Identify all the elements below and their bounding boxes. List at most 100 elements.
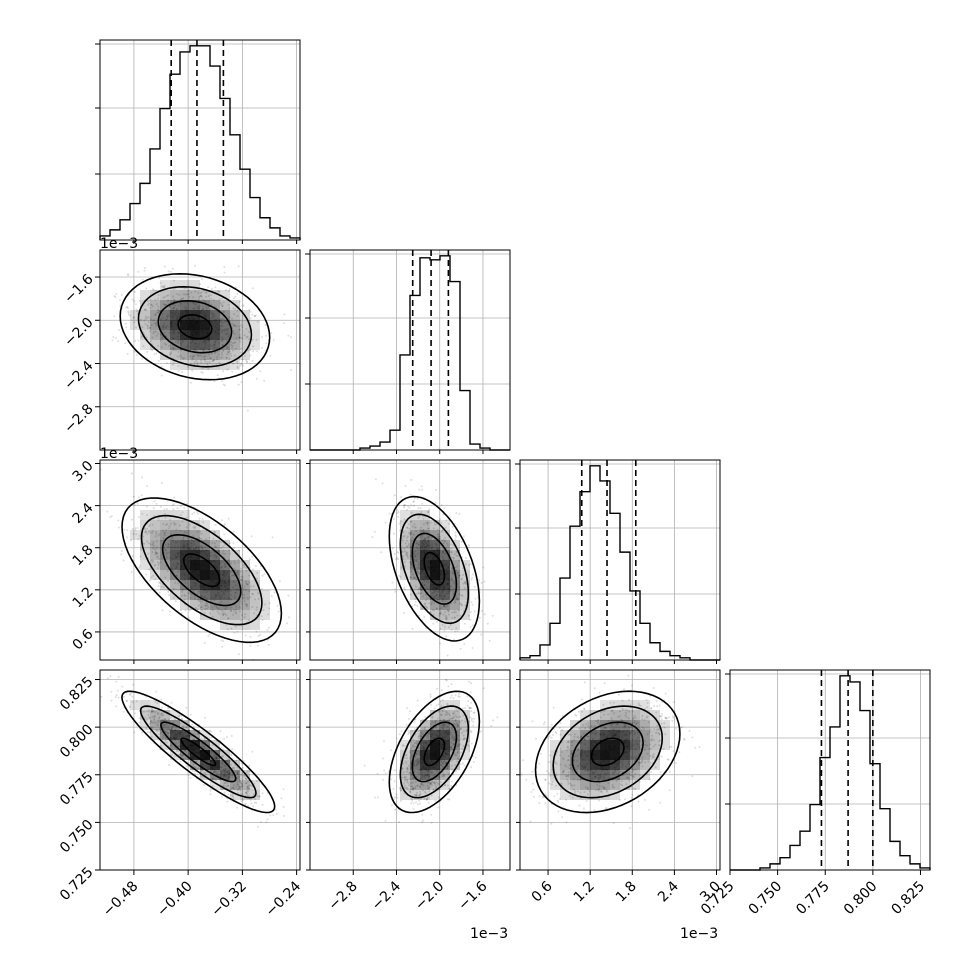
scatter-point xyxy=(218,602,221,605)
scatter-point xyxy=(269,354,272,357)
scatter-point xyxy=(473,585,476,588)
scatter-point xyxy=(412,501,415,504)
scatter-point xyxy=(156,556,159,559)
scatter-point xyxy=(440,504,443,507)
y-tick-label: −2.8 xyxy=(61,401,96,436)
scatter-point xyxy=(412,787,415,790)
scatter-point xyxy=(230,343,233,346)
scatter-point xyxy=(231,774,234,777)
scatter-point xyxy=(390,749,392,752)
scatter-point xyxy=(237,561,240,564)
scatter-point xyxy=(189,597,192,599)
scatter-point xyxy=(183,749,186,752)
scatter-point xyxy=(168,764,171,767)
scatter-point xyxy=(465,729,468,732)
density-cell xyxy=(420,740,430,750)
scatter-point xyxy=(120,293,123,296)
scatter-point xyxy=(478,616,481,619)
scatter-point xyxy=(194,290,196,293)
scatter-point xyxy=(436,599,439,602)
scatter-point xyxy=(195,360,198,362)
scatter-point xyxy=(223,737,225,740)
scatter-point xyxy=(403,756,406,759)
scatter-point xyxy=(156,311,158,314)
scatter-point xyxy=(144,528,146,531)
density-cell xyxy=(430,520,440,530)
scatter-point xyxy=(414,755,417,758)
scatter-point xyxy=(149,719,152,722)
scatter-point xyxy=(457,757,460,760)
scatter-point xyxy=(199,530,202,533)
scatter-point xyxy=(435,704,438,707)
scatter-point xyxy=(465,563,467,566)
scatter-point xyxy=(197,590,200,593)
scatter-point xyxy=(444,600,447,603)
scatter-point xyxy=(435,719,437,722)
scatter-point xyxy=(197,536,200,539)
scatter-point xyxy=(459,667,461,669)
scatter-point xyxy=(421,502,424,505)
scatter-point xyxy=(396,551,399,553)
scatter-point xyxy=(151,336,154,339)
scatter-point xyxy=(445,620,448,623)
scatter-point xyxy=(148,529,151,532)
scatter-point xyxy=(140,548,143,551)
scatter-point xyxy=(435,607,438,610)
scatter-point xyxy=(226,736,228,739)
scatter-point xyxy=(468,707,471,710)
density-cell xyxy=(230,600,240,610)
scatter-point xyxy=(245,569,248,572)
scatter-point xyxy=(442,773,445,776)
scatter-point xyxy=(405,754,408,756)
scatter-point xyxy=(169,610,171,613)
scatter-point xyxy=(153,715,156,718)
scatter-point xyxy=(240,324,243,327)
scatter-point xyxy=(450,780,453,783)
scatter-point xyxy=(149,317,152,320)
scatter-point xyxy=(220,339,223,342)
scatter-point xyxy=(160,698,163,701)
scatter-point xyxy=(430,813,433,816)
scatter-point xyxy=(166,508,168,510)
scatter-point xyxy=(460,719,463,722)
density-cell xyxy=(220,310,230,320)
scatter-point xyxy=(234,341,237,344)
scatter-point xyxy=(143,319,146,322)
density-cell xyxy=(230,310,240,320)
scatter-point xyxy=(201,308,204,311)
scatter-point xyxy=(409,520,412,523)
scatter-point xyxy=(234,347,237,350)
scatter-point xyxy=(196,767,199,770)
scatter-point xyxy=(141,710,144,713)
scatter-point xyxy=(402,535,405,538)
scatter-point xyxy=(472,761,475,763)
density-cell xyxy=(410,550,420,560)
scatter-point xyxy=(408,527,411,530)
scatter-point xyxy=(185,516,188,519)
scatter-point xyxy=(278,580,281,583)
scatter-point xyxy=(432,527,435,530)
scatter-point xyxy=(472,724,475,727)
density-cell xyxy=(190,320,200,330)
scatter-point xyxy=(161,609,164,612)
scatter-point xyxy=(443,625,446,628)
scatter-point xyxy=(161,336,164,339)
scatter-point xyxy=(149,306,152,309)
density-cell xyxy=(200,520,210,530)
density-cell xyxy=(170,730,180,740)
scatter-point xyxy=(424,716,427,718)
scatter-point xyxy=(167,527,170,530)
scatter-point xyxy=(126,353,129,355)
scatter-point xyxy=(237,558,240,561)
scatter-point xyxy=(425,798,428,801)
scatter-point xyxy=(413,497,416,500)
scatter-point xyxy=(406,767,409,770)
scatter-point xyxy=(402,504,405,507)
y-tick-label: 0.750 xyxy=(57,817,97,857)
scatter-point xyxy=(131,695,134,698)
scatter-point xyxy=(427,737,430,740)
scatter-point xyxy=(235,785,238,788)
scatter-point xyxy=(246,335,249,338)
scatter-point xyxy=(470,731,473,734)
scatter-point xyxy=(451,716,454,719)
